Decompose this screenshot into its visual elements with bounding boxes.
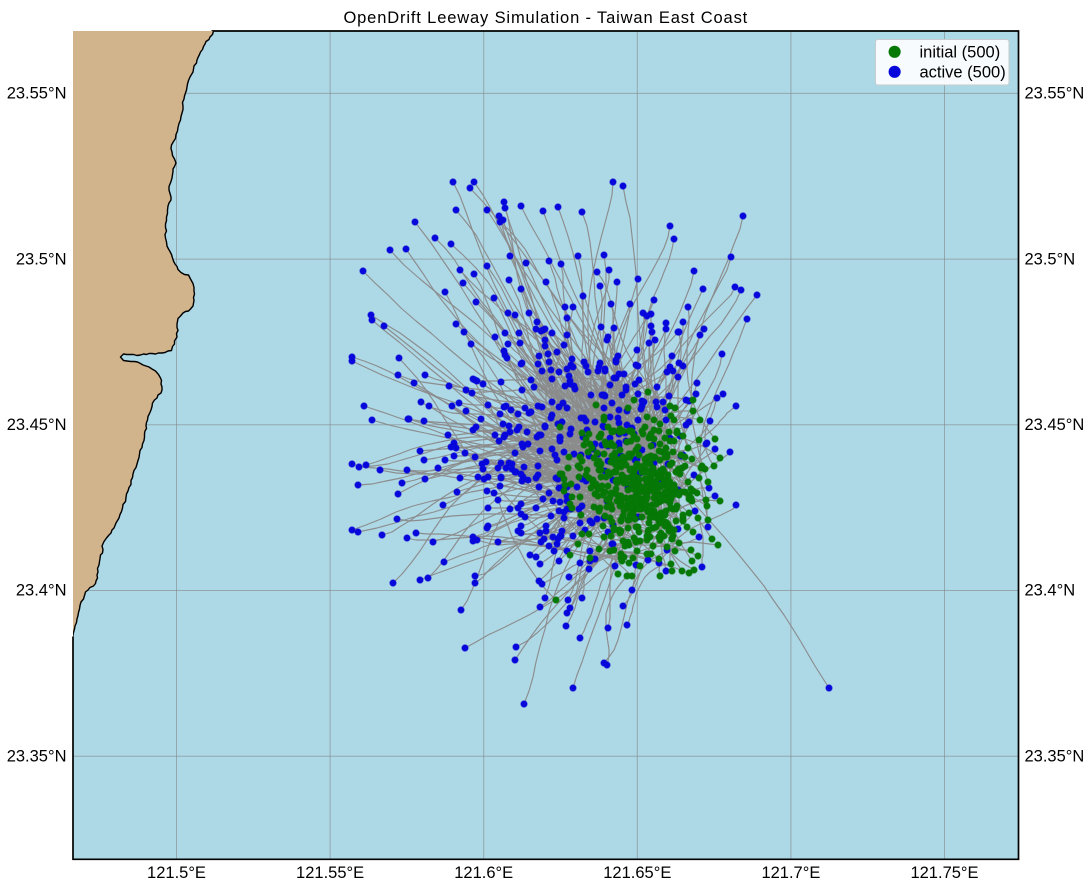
svg-text:121.65°E: 121.65°E — [603, 864, 671, 882]
svg-text:121.7°E: 121.7°E — [761, 864, 820, 882]
svg-text:active (500): active (500) — [920, 64, 1006, 82]
svg-text:23.55°N: 23.55°N — [7, 85, 67, 103]
svg-text:23.35°N: 23.35°N — [7, 747, 67, 765]
svg-text:121.6°E: 121.6°E — [454, 864, 513, 882]
svg-text:121.5°E: 121.5°E — [147, 864, 206, 882]
svg-text:23.4°N: 23.4°N — [16, 582, 67, 600]
svg-text:initial (500): initial (500) — [920, 44, 1001, 62]
svg-text:23.5°N: 23.5°N — [16, 250, 67, 268]
svg-text:23.4°N: 23.4°N — [1025, 582, 1076, 600]
svg-text:121.75°E: 121.75°E — [910, 864, 978, 882]
svg-text:23.45°N: 23.45°N — [1025, 416, 1085, 434]
svg-text:121.55°E: 121.55°E — [296, 864, 364, 882]
svg-text:23.35°N: 23.35°N — [1025, 747, 1085, 765]
svg-text:23.5°N: 23.5°N — [1025, 250, 1076, 268]
svg-text:23.55°N: 23.55°N — [1025, 85, 1085, 103]
svg-text:OpenDrift Leeway Simulation -: OpenDrift Leeway Simulation - Taiwan Eas… — [343, 9, 748, 27]
svg-text:23.45°N: 23.45°N — [7, 416, 67, 434]
